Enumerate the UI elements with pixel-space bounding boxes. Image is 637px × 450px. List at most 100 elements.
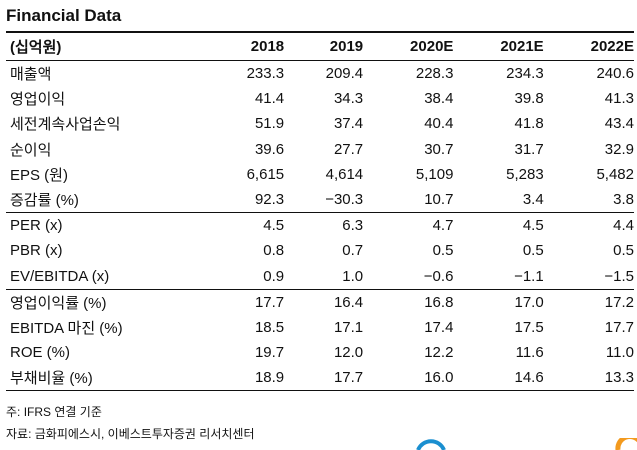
cell-value: 1.0 <box>342 267 364 285</box>
cell-value: 3.4 <box>522 191 544 209</box>
cell-value: 18.9 <box>254 369 285 387</box>
cell-value: 19.7 <box>254 344 285 362</box>
row-label: EPS (원) <box>10 166 68 184</box>
top-rule <box>6 31 634 33</box>
logo-fragment-icon <box>416 438 637 450</box>
cell-value: 13.3 <box>604 369 634 387</box>
cell-value: 4.7 <box>363 212 454 239</box>
cell-value: 43.4 <box>604 115 634 133</box>
cell-value: 41.4 <box>254 90 285 108</box>
cell-value: 17.0 <box>453 288 544 315</box>
cell-value: 17.2 <box>543 288 634 315</box>
page-title: Financial Data <box>6 6 122 25</box>
cell-value: 5,283 <box>506 165 544 183</box>
cell-value: 0.5 <box>432 242 454 260</box>
table-row: ROE (%) 19.7 12.0 12.2 11.6 11.0 <box>6 340 634 365</box>
cell-value: 16.4 <box>284 288 364 315</box>
row-label: ROE (%) <box>10 344 70 362</box>
row-label: PER (x) <box>6 212 206 239</box>
table-row: 순이익 39.6 27.7 30.7 31.7 32.9 <box>6 137 634 162</box>
cell-value: 4,614 <box>325 165 364 183</box>
cell-value: 27.7 <box>333 140 364 158</box>
cell-value: 92.3 <box>254 191 285 209</box>
cell-value: 34.3 <box>333 90 364 108</box>
cell-value: 0.8 <box>263 242 285 260</box>
cell-value: 11.6 <box>515 344 544 362</box>
row-label: 세전계속사업손익 <box>10 116 121 134</box>
cell-value: 41.3 <box>604 90 634 108</box>
cell-value: 3.8 <box>613 191 634 209</box>
row-label: PBR (x) <box>10 242 63 260</box>
cell-value: 4.5 <box>453 212 544 239</box>
note-source: 자료: 금화피에스시, 이베스트투자증권 리서치센터 <box>6 427 255 441</box>
table-row: 영업이익 41.4 34.3 38.4 39.8 41.3 <box>6 86 634 111</box>
cell-value: 5,109 <box>415 165 454 183</box>
cell-value: −30.3 <box>325 191 364 209</box>
cell-value: 228.3 <box>363 60 454 87</box>
cell-value: 38.4 <box>424 90 454 108</box>
cell-value: 0.5 <box>613 242 634 260</box>
row-label: EBITDA 마진 (%) <box>10 319 123 337</box>
cell-value: 17.1 <box>333 318 364 336</box>
cell-value: 0.5 <box>522 242 544 260</box>
cell-value: 12.0 <box>333 344 364 362</box>
cell-value: 41.8 <box>514 115 544 133</box>
row-label: 매출액 <box>6 60 206 87</box>
table-row: EV/EBITDA (x) 0.9 1.0 −0.6 −1.1 −1.5 <box>6 264 634 290</box>
cell-value: 5,482 <box>596 165 634 183</box>
cell-value: 11.0 <box>605 344 634 362</box>
table-row: 영업이익률 (%) 17.7 16.4 16.8 17.0 17.2 <box>6 288 634 315</box>
table-row: EBITDA 마진 (%) 18.5 17.1 17.4 17.5 17.7 <box>6 315 634 340</box>
row-label: EV/EBITDA (x) <box>10 267 110 285</box>
cell-value: 10.7 <box>424 191 454 209</box>
cell-value: 37.4 <box>333 115 364 133</box>
column-header: (십억원) <box>10 38 62 56</box>
column-header: 2021E <box>500 37 544 55</box>
cell-value: 17.7 <box>206 288 285 315</box>
cell-value: 233.3 <box>206 60 285 87</box>
cell-value: −1.1 <box>514 267 544 285</box>
cell-value: 6,615 <box>246 165 285 183</box>
cell-value: −1.5 <box>604 267 634 285</box>
cell-value: 17.7 <box>604 318 634 336</box>
cell-value: 12.2 <box>424 344 454 362</box>
cell-value: 6.3 <box>284 212 364 239</box>
header-row: (십억원) 2018 2019 2020E 2021E 2022E <box>6 32 634 61</box>
cell-value: 234.3 <box>453 60 544 87</box>
cell-value: 16.0 <box>424 369 454 387</box>
cell-value: 17.5 <box>514 318 544 336</box>
row-label: 순이익 <box>10 141 52 159</box>
table-row: PBR (x) 0.8 0.7 0.5 0.5 0.5 <box>6 238 634 263</box>
table-row: 세전계속사업손익 51.9 37.4 40.4 41.8 43.4 <box>6 111 634 136</box>
row-label: 부채비율 (%) <box>10 370 93 388</box>
table-row: 증감률 (%) 92.3 −30.3 10.7 3.4 3.8 <box>6 187 634 213</box>
cell-value: 39.6 <box>254 140 285 158</box>
cell-value: 32.9 <box>604 140 634 158</box>
cell-value: 40.4 <box>424 115 454 133</box>
column-header: 2022E <box>590 37 634 55</box>
cell-value: 4.4 <box>543 212 634 239</box>
financial-data-table: (십억원) 2018 2019 2020E 2021E 2022E 매출액 233.3 209… <box>6 32 634 392</box>
row-label: 영업이익 <box>10 91 66 109</box>
cell-value: 209.4 <box>284 60 364 87</box>
cell-value: 30.7 <box>424 140 454 158</box>
column-header: 2020E <box>410 37 454 55</box>
table-row: PER (x) 4.5 6.3 4.7 4.5 4.4 <box>6 212 634 239</box>
row-label: 증감률 (%) <box>10 192 79 210</box>
cell-value: 31.7 <box>514 140 544 158</box>
cell-value: 14.6 <box>514 369 544 387</box>
cell-value: 240.6 <box>543 60 634 87</box>
row-label: 영업이익률 (%) <box>6 288 206 315</box>
cell-value: 0.9 <box>263 267 285 285</box>
cell-value: 0.7 <box>342 242 364 260</box>
table-row: 매출액 233.3 209.4 228.3 234.3 240.6 <box>6 60 634 87</box>
cell-value: 18.5 <box>254 318 285 336</box>
note-basis: 주: IFRS 연결 기준 <box>6 405 102 419</box>
cell-value: 39.8 <box>514 90 544 108</box>
cell-value: 17.7 <box>333 369 364 387</box>
cell-value: 4.5 <box>206 212 285 239</box>
column-header: 2019 <box>329 37 364 55</box>
cell-value: 16.8 <box>363 288 454 315</box>
cell-value: −0.6 <box>423 267 454 285</box>
cell-value: 17.4 <box>424 318 454 336</box>
